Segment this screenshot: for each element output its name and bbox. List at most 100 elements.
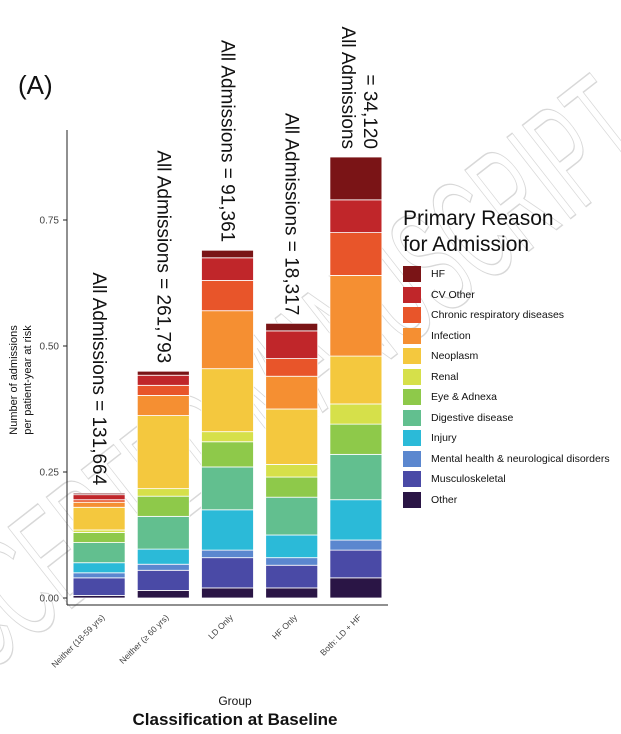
bar-segment — [72, 532, 126, 543]
x-tick-label: Neither (≥ 60 yrs) — [117, 612, 171, 666]
bar-total-annotation: All Admissions — [337, 27, 358, 150]
bar-segment — [72, 492, 126, 496]
bar-segment — [201, 280, 254, 312]
x-axis-title: Group — [218, 694, 252, 708]
legend-item: Digestive disease — [403, 408, 618, 429]
bar-segment — [136, 374, 190, 386]
y-tick-label: 0.00 — [40, 594, 60, 605]
bar-segment — [329, 577, 383, 599]
legend-item: Injury — [403, 428, 618, 449]
bar-segment — [201, 257, 254, 281]
bar-segment — [72, 542, 126, 564]
bar-segment — [201, 557, 254, 589]
bar-segment — [72, 506, 126, 531]
bar-segment — [265, 375, 319, 410]
legend-swatch — [403, 286, 421, 303]
bar-segment — [265, 557, 319, 566]
legend-label: Chronic respiratory diseases — [431, 309, 565, 322]
bar-segment — [265, 464, 319, 478]
legend-swatch — [403, 348, 421, 365]
bar-segment — [329, 403, 383, 425]
y-tick-label: 0.75 — [40, 216, 60, 227]
legend-label: Injury — [431, 432, 457, 445]
bar-segment — [329, 549, 383, 579]
bar-segment — [201, 466, 254, 511]
bar-segment — [329, 539, 383, 551]
legend-swatch — [403, 368, 421, 385]
legend-item: Eye & Adnexa — [403, 387, 618, 408]
legend-item: Mental health & neurological disorders — [403, 449, 618, 470]
bar-total-annotation: = 34,120 — [359, 75, 380, 150]
legend-item: Chronic respiratory diseases — [403, 305, 618, 326]
legend-swatch — [403, 307, 421, 324]
y-tick-label: 0.50 — [40, 342, 60, 353]
legend-item: Renal — [403, 367, 618, 388]
bar-segment — [136, 590, 190, 599]
bar-segment — [72, 494, 126, 501]
bar-segment — [136, 370, 190, 376]
bar-total-annotation: All Admissions = 91,361 — [217, 40, 238, 242]
bar-segment — [136, 384, 190, 396]
y-tick-label: 0.25 — [40, 468, 60, 479]
legend-title-line: for Admission — [403, 233, 530, 256]
legend-swatch — [403, 266, 421, 283]
legend-item: Infection — [403, 326, 618, 347]
bar-segment — [265, 322, 319, 332]
legend-swatch — [403, 450, 421, 467]
bar-segment — [136, 394, 190, 416]
bar-segment — [329, 453, 383, 501]
legend-label: Mental health & neurological disorders — [431, 452, 610, 465]
panel-label: (A) — [18, 70, 53, 100]
legend: Primary Reason for Admission HF CV Other Ch… — [403, 206, 618, 510]
bar-segment — [265, 408, 319, 465]
bar-segment — [201, 549, 254, 559]
bar-segment — [201, 509, 254, 551]
bar-segment — [201, 431, 254, 443]
bar-segment — [72, 562, 126, 574]
bar-segment — [201, 310, 254, 370]
bar-segment — [265, 496, 319, 536]
bar-segment — [329, 199, 383, 233]
bar-segment — [72, 577, 126, 596]
bar-segment — [265, 564, 319, 589]
bar-segment — [136, 488, 190, 497]
bar-total-annotation: All Admissions = 261,793 — [152, 150, 173, 363]
bar-segment — [201, 441, 254, 468]
bar-segment — [201, 587, 254, 599]
legend-label: Infection — [431, 329, 471, 342]
legend-label: CV Other — [431, 288, 475, 301]
legend-label: HF — [431, 268, 445, 281]
legend-item: Musculoskeletal — [403, 469, 618, 490]
bar-segment — [265, 476, 319, 498]
bar-segment — [329, 275, 383, 357]
bar-segment — [265, 358, 319, 377]
bar-segment — [201, 368, 254, 433]
x-tick-label: LD Only — [206, 612, 235, 641]
x-tick-label: Neither (18-59 yrs) — [49, 612, 106, 669]
bar-total-annotation: All Admissions = 18,317 — [281, 113, 302, 315]
legend-swatch — [403, 389, 421, 406]
bar-total-annotation: All Admissions = 131,664 — [88, 272, 109, 485]
legend-title: Primary Reason for Admission — [403, 206, 618, 258]
legend-label: Digestive disease — [431, 411, 514, 424]
legend-label: Other — [431, 493, 458, 506]
legend-label: Eye & Adnexa — [431, 391, 497, 404]
bar-segment — [265, 534, 319, 559]
bar-segment — [72, 501, 126, 508]
x-tick-label: Both: LD + HF — [318, 612, 363, 657]
legend-swatch — [403, 327, 421, 344]
bar-segment — [72, 572, 126, 579]
bar-segment — [201, 249, 254, 259]
legend-title-line: Primary Reason — [403, 207, 554, 230]
bar-segment — [265, 330, 319, 360]
legend-items: HF CV Other Chronic respiratory diseases In… — [403, 264, 618, 510]
bar-segment — [329, 232, 383, 276]
bar-segment — [329, 499, 383, 541]
legend-label: Musculoskeletal — [431, 473, 506, 486]
bar-segment — [136, 495, 190, 517]
legend-label: Neoplasm — [431, 350, 479, 363]
bar-segment — [265, 587, 319, 599]
x-tick-label: HF Only — [270, 612, 300, 642]
bar-segment — [136, 515, 190, 550]
y-axis-title-line: per patient-year at risk — [22, 325, 34, 435]
